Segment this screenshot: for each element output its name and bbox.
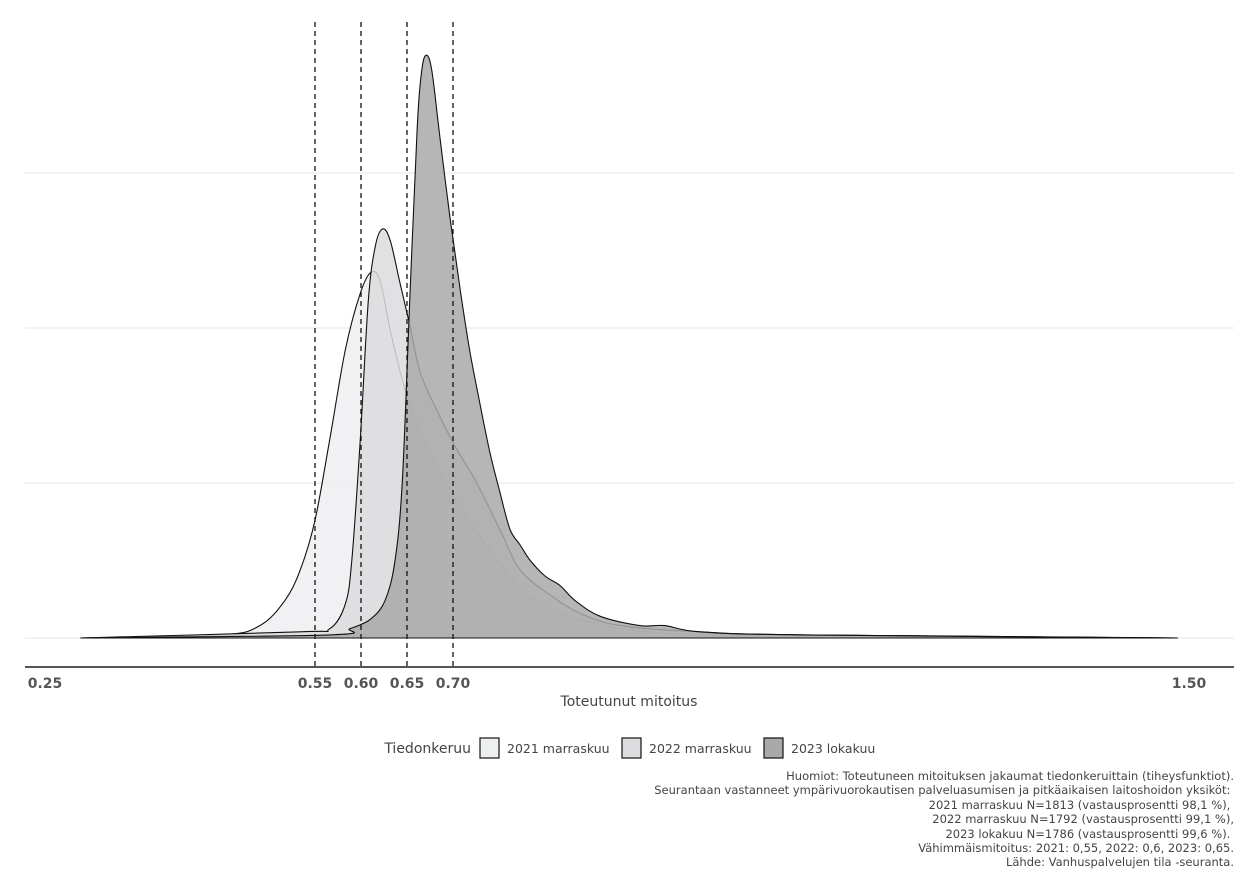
caption-line: Lähde: Vanhuspalvelujen tila -seuranta.	[1005, 855, 1234, 870]
x-tick-label: 1.50	[1172, 676, 1207, 692]
legend-swatch	[479, 737, 500, 759]
x-axis-label: Toteutunut mitoitus	[560, 694, 698, 710]
legend-label: 2021 marraskuu	[507, 741, 610, 756]
caption-line: Vähimmäismitoitus: 2021: 0,55, 2022: 0,6…	[918, 841, 1234, 856]
x-tick-label: 0.65	[390, 676, 425, 692]
caption-line: 2022 marraskuu N=1792 (vastausprosentti …	[932, 812, 1234, 827]
legend-label: 2022 marraskuu	[649, 741, 752, 756]
legend-title: Tiedonkeruu	[383, 741, 471, 757]
x-tick-label: 0.60	[344, 676, 379, 692]
caption-line: 2021 marraskuu N=1813 (vastausprosentti …	[928, 797, 1234, 812]
legend-swatch	[621, 737, 642, 759]
x-tick-label: 0.55	[298, 676, 333, 692]
density-area-2022-marraskuu	[80, 228, 1178, 639]
x-tick-label: 0.25	[28, 676, 63, 692]
legend-label: 2023 lokakuu	[791, 741, 875, 756]
caption-line: Huomiot: Toteutuneen mitoituksen jakauma…	[786, 769, 1234, 783]
caption-line: 2023 lokakuu N=1786 (vastausprosentti 99…	[945, 826, 1234, 841]
legend-swatch	[763, 737, 784, 759]
density-area-2023-lokakuu	[80, 54, 1178, 639]
density-area-2021-marraskuu	[80, 270, 1178, 639]
caption-line: Seurantaan vastanneet ympärivuorokautise…	[654, 783, 1234, 798]
caption: Huomiot: Toteutuneen mitoituksen jakauma…	[654, 769, 1234, 870]
x-tick-label: 0.70	[436, 676, 471, 692]
